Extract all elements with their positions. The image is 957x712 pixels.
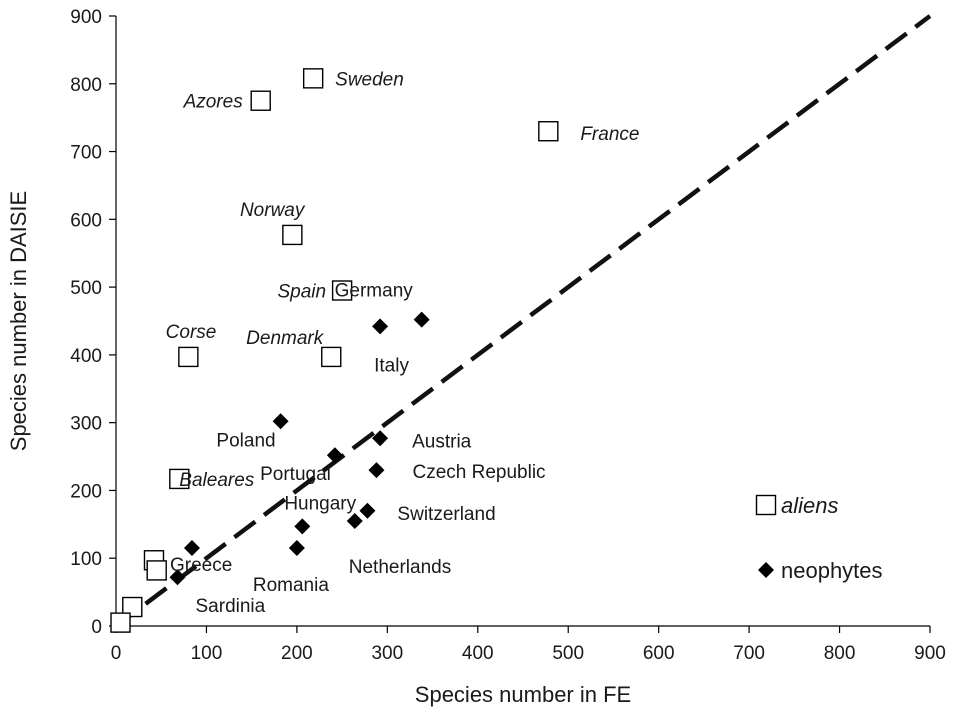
x-tick-label: 900 [914, 643, 946, 664]
neophyte-marker [359, 502, 376, 519]
y-tick-label: 900 [70, 7, 102, 28]
y-tick-label: 500 [70, 278, 102, 299]
x-tick-label: 500 [552, 643, 584, 664]
point-label: France [580, 124, 639, 145]
y-tick-label: 0 [91, 617, 102, 638]
x-axis-title: Species number in FE [415, 682, 631, 707]
point-label: Poland [216, 430, 275, 451]
x-tick-label: 600 [643, 643, 675, 664]
alien-marker [302, 68, 324, 89]
alien-marker [122, 596, 143, 618]
point-label: Greece [170, 555, 232, 576]
x-tick-label: 0 [111, 643, 122, 664]
point-label: Netherlands [349, 557, 451, 578]
point-label: Baleares [179, 470, 254, 491]
point-label: Hungary [284, 493, 356, 514]
neophyte-marker [326, 447, 343, 464]
legend-label-aliens: aliens [781, 493, 838, 518]
y-axis-title: Species number in DAISIE [6, 191, 31, 451]
point-label: Czech Republic [412, 462, 545, 483]
alien-marker [282, 224, 303, 246]
legend-alien-marker [755, 494, 777, 516]
point-label: Azores [183, 92, 244, 113]
y-tick-label: 700 [70, 143, 102, 164]
point-label: Germany [335, 281, 414, 302]
neophyte-marker [372, 318, 389, 335]
x-tick-label: 800 [824, 643, 856, 664]
point-label: Sweden [335, 69, 404, 90]
x-tick-label: 400 [462, 643, 494, 664]
point-label: Corse [166, 322, 217, 343]
alien-marker [169, 468, 190, 490]
axes: 0 100 200 300 400 500 600 700 800 900 0 100 200 300 40… [70, 7, 946, 664]
neophyte-marker [368, 462, 385, 479]
alien-marker [110, 612, 131, 633]
point-label: Norway [240, 200, 306, 221]
point-label: Switzerland [397, 504, 495, 525]
neophyte-marker [294, 518, 311, 535]
x-tick-label: 700 [733, 643, 765, 664]
legend-neophyte-marker [758, 562, 774, 578]
y-tick-label: 100 [70, 549, 102, 570]
point-label: Austria [412, 431, 472, 452]
alien-marker [178, 346, 199, 368]
data-points [110, 68, 559, 633]
y-tick-label: 800 [70, 75, 102, 96]
y-tick-label: 300 [70, 414, 102, 435]
point-label: Denmark [246, 328, 325, 349]
alien-marker [331, 280, 353, 301]
x-tick-label: 100 [191, 643, 223, 664]
point-label: Italy [374, 355, 409, 376]
point-labels: Azores Sweden France Norway Spain Corse Denmar… [166, 69, 640, 617]
neophyte-marker [183, 540, 200, 557]
y-tick-label: 400 [70, 346, 102, 367]
neophyte-marker [169, 569, 186, 586]
point-label: Sardinia [196, 596, 266, 617]
neophyte-marker [413, 311, 430, 328]
alien-marker [250, 90, 271, 111]
x-tick-label: 300 [371, 643, 403, 664]
legend-label-neophytes: neophytes [781, 558, 883, 583]
y-tick-label: 600 [70, 210, 102, 231]
x-tick-label: 200 [281, 643, 313, 664]
reference-line-group [114, 14, 932, 628]
reference-line [114, 14, 932, 628]
neophyte-marker [372, 430, 389, 447]
alien-marker [146, 560, 167, 581]
neophyte-marker [346, 512, 363, 529]
point-label: Romania [253, 575, 329, 596]
point-label: Portugal [260, 464, 331, 485]
legend: aliens neophytes [755, 493, 883, 583]
neophyte-marker [272, 413, 289, 430]
alien-marker [321, 346, 342, 368]
alien-marker [538, 121, 559, 142]
neophyte-marker [288, 540, 305, 557]
y-tick-label: 200 [70, 481, 102, 502]
point-label: Spain [278, 282, 327, 303]
